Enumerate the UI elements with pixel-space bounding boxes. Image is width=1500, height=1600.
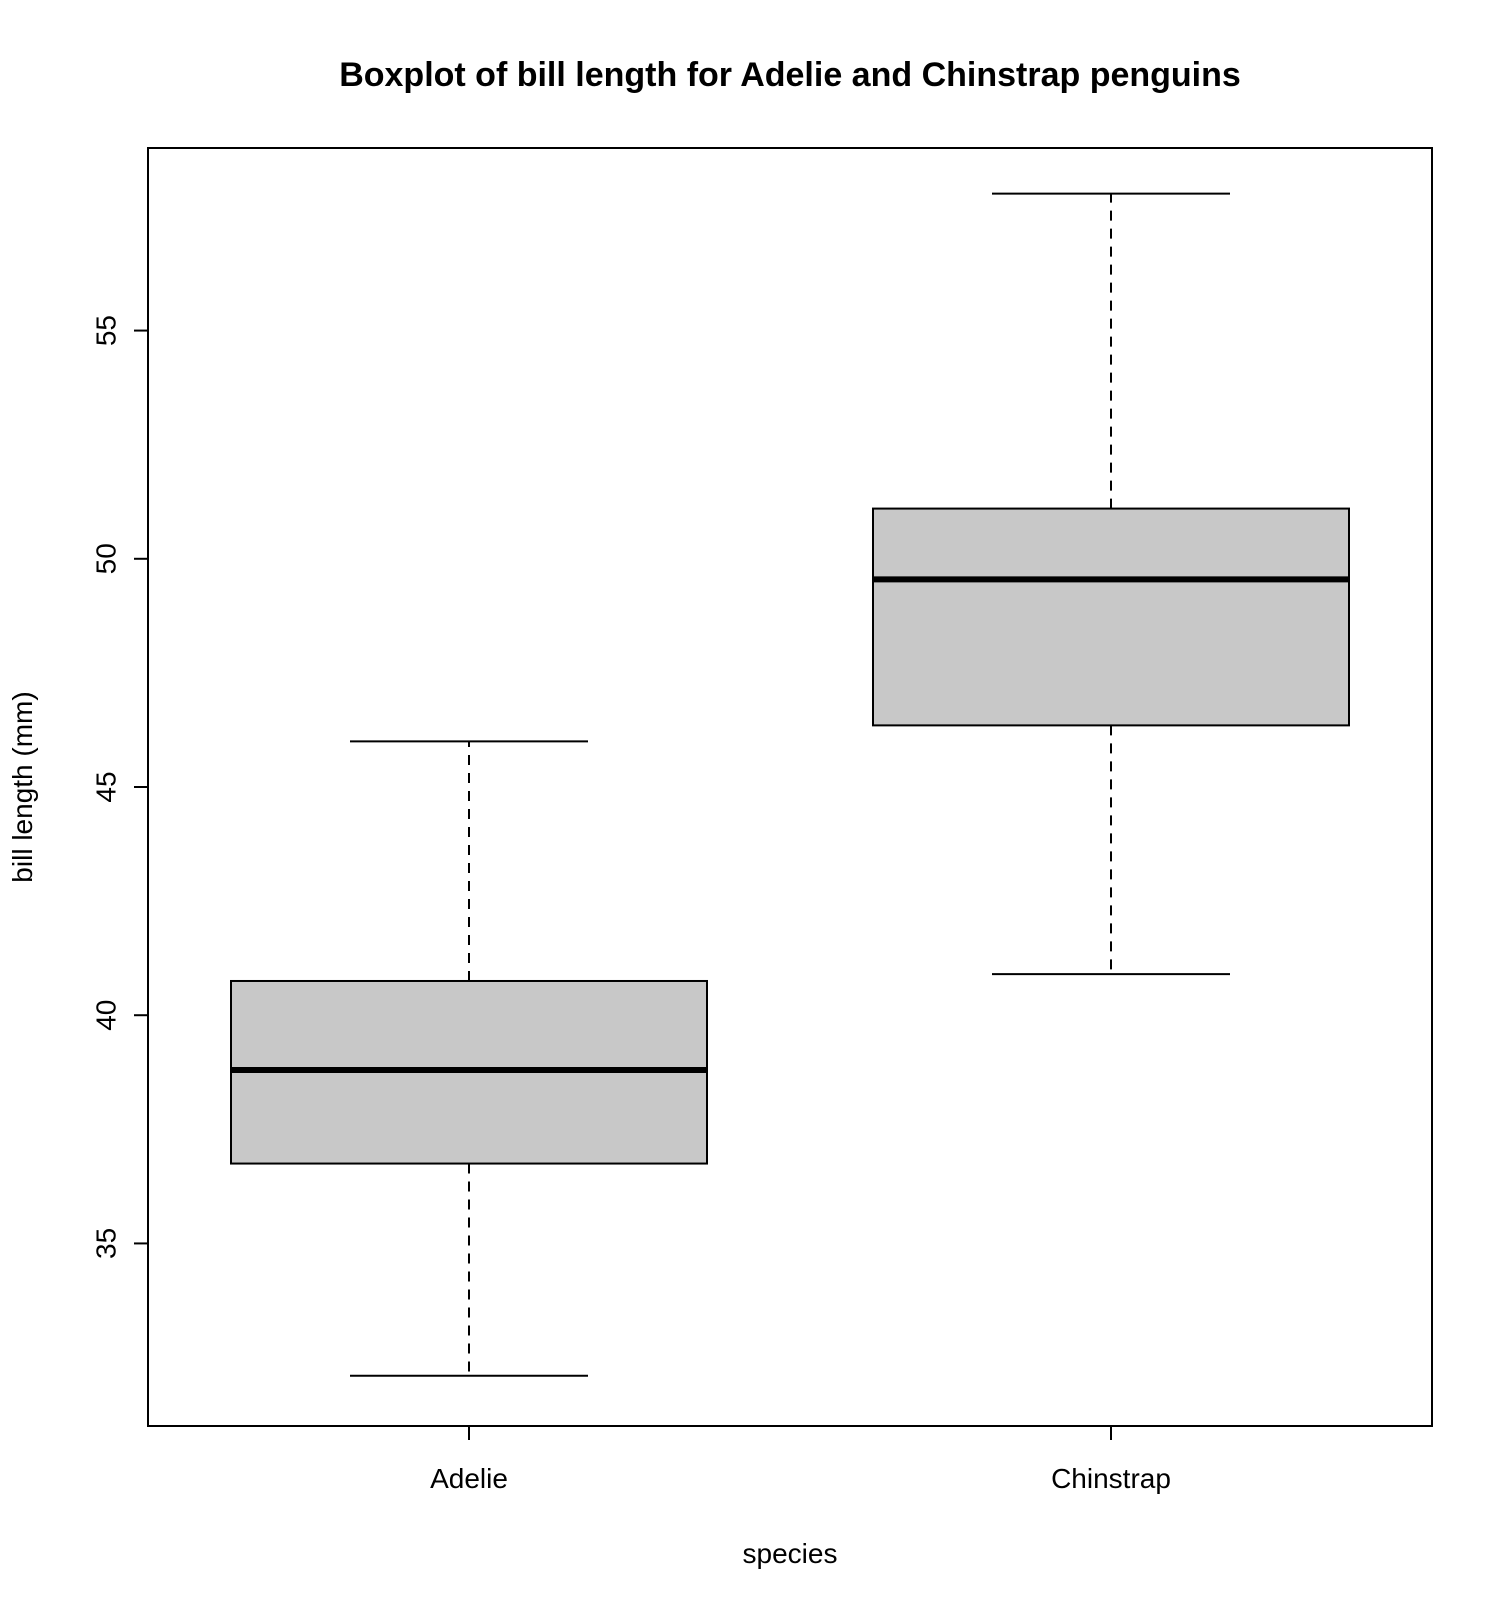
y-tick-label-40: 40	[91, 1000, 122, 1031]
box-adelie	[230, 740, 708, 1377]
y-tick-label-45: 45	[91, 771, 122, 802]
y-tick-label-55: 55	[91, 315, 122, 346]
y-axis: 35 40 45 50 55	[91, 315, 149, 1259]
x-axis: Adelie Chinstrap	[430, 1426, 1171, 1494]
boxes	[230, 192, 1350, 1377]
y-tick-label-50: 50	[91, 543, 122, 574]
box-chinstrap	[872, 192, 1350, 976]
x-tick-label-adelie: Adelie	[430, 1463, 508, 1494]
chart-title: Boxplot of bill length for Adelie and Ch…	[339, 56, 1241, 94]
iqr-box-chinstrap	[872, 507, 1350, 727]
y-tick-label-35: 35	[91, 1228, 122, 1259]
plot-frame	[147, 147, 1433, 1427]
x-axis-title: species	[743, 1538, 838, 1569]
y-axis-title: bill length (mm)	[7, 691, 38, 882]
x-tick-label-chinstrap: Chinstrap	[1051, 1463, 1171, 1494]
